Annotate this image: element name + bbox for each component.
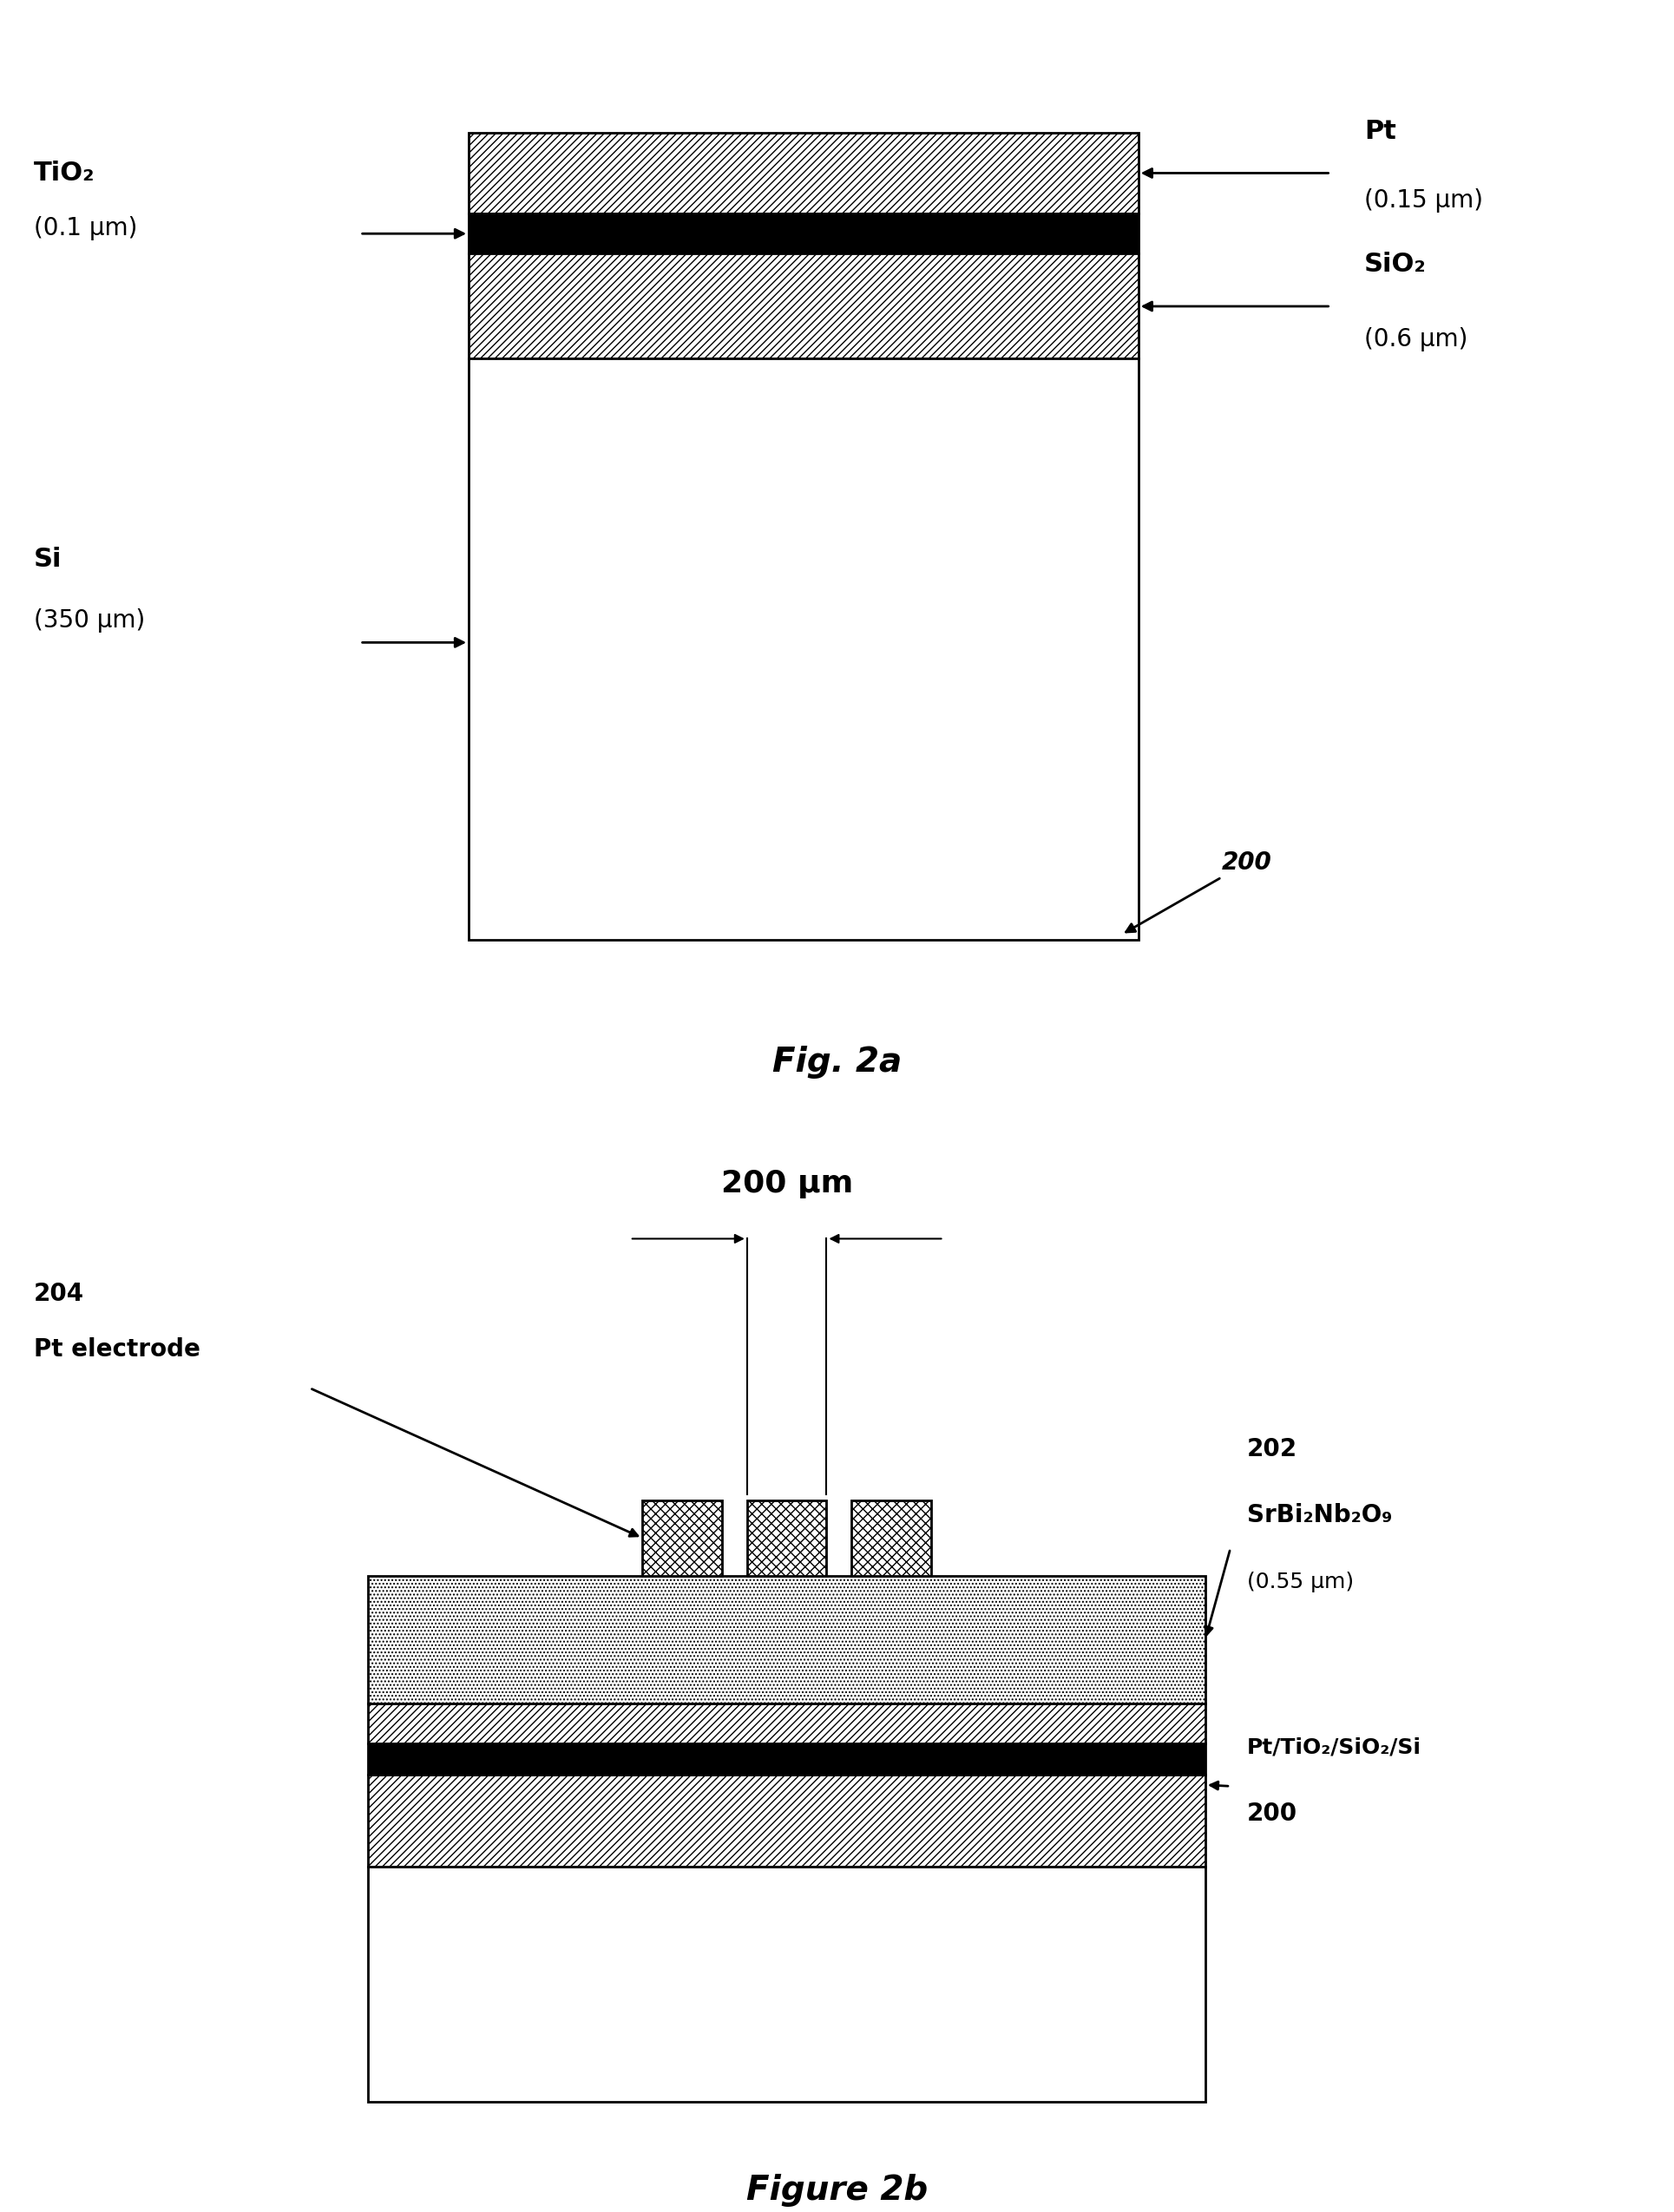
Text: Si: Si: [33, 546, 62, 573]
Bar: [469, 358, 1138, 940]
Bar: [469, 215, 1138, 254]
Bar: [469, 254, 1138, 358]
Text: Figure 2b: Figure 2b: [747, 2174, 927, 2205]
Text: TiO₂: TiO₂: [33, 159, 95, 186]
Text: Pt/TiO₂/SiO₂/Si: Pt/TiO₂/SiO₂/Si: [1247, 1736, 1421, 1759]
Text: (0.1 μm): (0.1 μm): [33, 217, 137, 241]
Bar: [368, 1867, 1205, 2101]
Bar: [747, 1500, 827, 1575]
Bar: [469, 133, 1138, 215]
Text: Pt electrode: Pt electrode: [33, 1338, 199, 1360]
Bar: [368, 1743, 1205, 1774]
Text: 200: 200: [1247, 1803, 1297, 1825]
Text: (0.55 μm): (0.55 μm): [1247, 1571, 1354, 1593]
Text: 202: 202: [1247, 1438, 1297, 1460]
Bar: [368, 1575, 1205, 1703]
Text: (0.15 μm): (0.15 μm): [1364, 188, 1483, 212]
Text: 204: 204: [33, 1283, 84, 1305]
Text: Pt: Pt: [1364, 119, 1396, 144]
Text: 200 μm: 200 μm: [721, 1168, 852, 1199]
Bar: [368, 1774, 1205, 1867]
Text: (350 μm): (350 μm): [33, 608, 144, 633]
Bar: [852, 1500, 931, 1575]
Text: 200: 200: [1127, 852, 1272, 931]
Text: (0.6 μm): (0.6 μm): [1364, 327, 1468, 352]
Bar: [643, 1500, 721, 1575]
Text: SiO₂: SiO₂: [1364, 252, 1426, 276]
Text: SrBi₂Nb₂O₉: SrBi₂Nb₂O₉: [1247, 1504, 1393, 1526]
Text: Fig. 2a: Fig. 2a: [772, 1046, 902, 1077]
Bar: [368, 1703, 1205, 1743]
